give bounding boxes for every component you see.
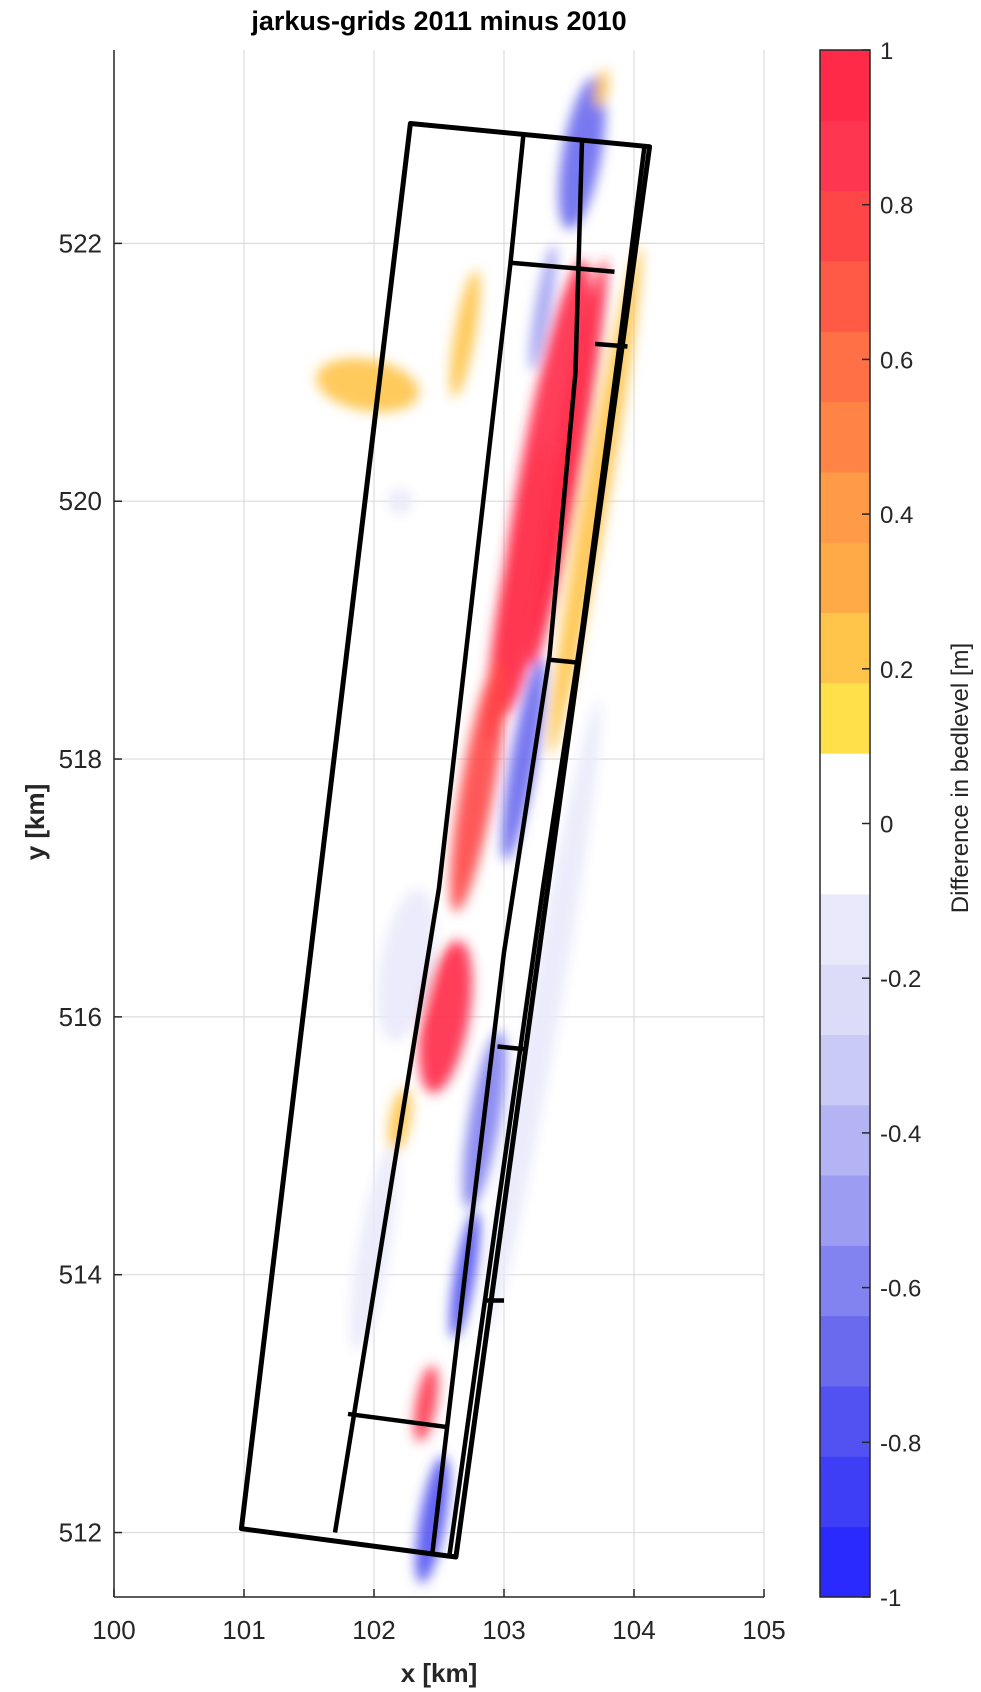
- x-axis-label: x [km]: [401, 1658, 478, 1688]
- y-tick-label-0: 512: [59, 1518, 102, 1548]
- difference-patch-10: [529, 244, 557, 372]
- colorbar-bin-21: [820, 50, 870, 121]
- colorbar-bin-14: [820, 542, 870, 614]
- colorbar-bin-1: [820, 1456, 870, 1528]
- inner-boundary-line-0: [332, 133, 526, 1533]
- colorbar-bin-20: [820, 120, 870, 192]
- plot-axes: [113, 50, 764, 1598]
- grid-outlines: [238, 120, 653, 1560]
- colorbar-bin-3: [820, 1315, 870, 1387]
- colorbar-tick-label-0: 1: [880, 38, 893, 65]
- y-axis-ticks: 512 514 516 518 520 522: [59, 228, 122, 1548]
- colorbar-bin-18: [820, 260, 870, 332]
- x-tick-label-4: 104: [612, 1615, 655, 1645]
- colorbar-bin-0: [820, 1526, 870, 1598]
- colorbar-tick-label-9: -0.8: [880, 1430, 921, 1457]
- colorbar-bin-11: [820, 753, 870, 824]
- x-tick-label-0: 100: [92, 1615, 135, 1645]
- x-tick-label-2: 102: [352, 1615, 395, 1645]
- colorbar-bin-13: [820, 612, 870, 684]
- y-tick-label-5: 522: [59, 228, 102, 258]
- colorbar-label: Difference in bedlevel [m]: [947, 643, 974, 913]
- cross-boundary-line-0: [347, 1411, 446, 1430]
- colorbar: [819, 49, 871, 1598]
- outer-grid-boundary: [238, 120, 653, 1560]
- colorbar-tick-label-8: -0.6: [880, 1276, 921, 1303]
- difference-patch-3: [450, 657, 506, 912]
- cross-boundary-line-3: [549, 657, 576, 665]
- y-tick-label-1: 514: [59, 1260, 102, 1290]
- colorbar-bin-17: [820, 331, 870, 403]
- colorbar-bin-7: [820, 1034, 870, 1106]
- grid-lines: [113, 50, 765, 1597]
- colorbar-tick-label-10: -1: [880, 1585, 901, 1612]
- difference-patch-19: [484, 699, 602, 1335]
- colorbar-bin-15: [820, 471, 870, 543]
- difference-patch-5: [413, 1365, 439, 1442]
- difference-patch-18: [387, 488, 413, 515]
- colorbar-tick-label-4: 0.2: [880, 657, 913, 684]
- difference-patch-12: [316, 358, 419, 413]
- colorbar-bin-19: [820, 190, 870, 262]
- x-tick-label-3: 103: [482, 1615, 525, 1645]
- y-tick-label-4: 520: [59, 486, 102, 516]
- cross-boundary-line-5: [594, 341, 628, 349]
- difference-patch-11: [415, 1456, 450, 1584]
- cross-boundary-line-4: [510, 260, 615, 274]
- colorbar-bin-4: [820, 1245, 870, 1317]
- y-tick-label-3: 518: [59, 744, 102, 774]
- colorbar-tick-label-3: 0.4: [880, 502, 913, 529]
- colorbar-bin-12: [820, 682, 870, 754]
- difference-patch-17: [350, 1147, 398, 1351]
- difference-patch-14: [594, 69, 609, 108]
- chart-title: jarkus-grids 2011 minus 2010: [250, 6, 626, 36]
- cross-boundary-line-2: [497, 1044, 524, 1052]
- y-tick-label-2: 516: [59, 1002, 102, 1032]
- colorbar-tick-label-6: -0.2: [880, 966, 921, 993]
- colorbar-bin-8: [820, 964, 870, 1035]
- difference-patch-4: [418, 940, 473, 1094]
- colorbar-tick-label-5: 0: [880, 812, 893, 839]
- difference-patch-6: [501, 657, 546, 861]
- x-axis-ticks: 100 101 102 103 104 105: [92, 1589, 786, 1645]
- inner-boundary-line-1: [430, 140, 585, 1553]
- colorbar-bin-2: [820, 1386, 870, 1457]
- colorbar-ticks: 1 0.8 0.6 0.4 0.2 0 -0.2 -0.4 -0.6 -0.8 -1: [862, 38, 921, 1612]
- colorbar-tick-label-2: 0.6: [880, 347, 913, 374]
- x-tick-label-5: 105: [742, 1615, 785, 1645]
- x-tick-label-1: 101: [222, 1615, 265, 1645]
- colorbar-bin-9: [820, 893, 870, 965]
- y-axis-label: y [km]: [20, 784, 50, 861]
- colorbar-bin-6: [820, 1104, 870, 1176]
- colorbar-bin-10: [820, 823, 870, 895]
- difference-patch-13: [449, 270, 481, 398]
- colorbar-tick-label-7: -0.4: [880, 1121, 921, 1148]
- colorbar-bin-5: [820, 1175, 870, 1246]
- colorbar-bin-16: [820, 401, 870, 473]
- inner-boundary-line-2: [447, 146, 647, 1557]
- colorbar-tick-label-1: 0.8: [880, 193, 913, 220]
